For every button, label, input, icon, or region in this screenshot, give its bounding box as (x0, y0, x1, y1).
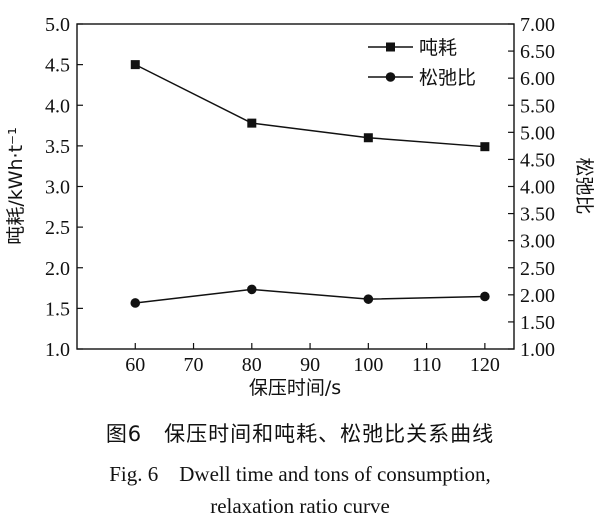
legend-label: 吨耗 (419, 37, 457, 59)
x-tick-label: 90 (300, 354, 320, 376)
left-y-tick-label: 2.0 (45, 258, 70, 280)
left-y-axis: 1.0 1.5 2.0 2.5 3.0 3.5 4.0 4.5 5.0 (45, 14, 83, 361)
series-line-1 (134, 63, 485, 148)
legend-square-marker (386, 42, 395, 52)
circle-data-point (480, 291, 490, 302)
figure-caption-english-line1: Fig. 6 Dwell time and tons of consumptio… (109, 462, 491, 486)
right-y-tick-label: 1.00 (520, 339, 555, 361)
circle-data-point (247, 284, 257, 295)
legend-circle-marker (385, 72, 396, 82)
right-y-tick-label: 6.00 (520, 68, 555, 90)
x-axis-title: 保压时间/s (249, 377, 341, 399)
left-y-tick-label: 3.5 (45, 136, 70, 158)
left-y-tick-label: 3.0 (45, 177, 70, 199)
left-y-tick-label: 2.5 (45, 217, 70, 239)
square-data-point (130, 60, 140, 70)
right-y-tick-label: 3.00 (520, 231, 555, 253)
x-tick-label: 70 (184, 354, 204, 376)
right-y-tick-label: 3.50 (520, 204, 555, 226)
right-y-tick-label: 6.50 (520, 41, 555, 63)
x-tick-label: 100 (353, 354, 383, 376)
left-y-tick-label: 4.0 (45, 95, 70, 117)
series-layer (130, 60, 490, 308)
square-data-point (363, 133, 373, 143)
right-y-tick-label: 1.50 (520, 312, 555, 334)
square-data-point (480, 142, 490, 152)
x-tick-label: 110 (412, 354, 441, 376)
right-y-tick-label: 5.00 (520, 122, 555, 144)
right-y-tick-label: 5.50 (520, 95, 555, 117)
figure-caption-english-line2: relaxation ratio curve (210, 494, 390, 518)
right-y-tick-label: 2.00 (520, 285, 555, 307)
x-tick-label: 120 (470, 354, 500, 376)
dual-axis-line-chart: 60 70 80 90 100 110 120 1.0 1.5 2.0 2.5 3.0 3.5 4.0 4… (5, 14, 595, 399)
circle-data-point (130, 298, 141, 308)
left-y-tick-label: 5.0 (45, 14, 70, 36)
x-tick-label: 60 (125, 354, 145, 376)
right-y-tick-label: 4.00 (520, 177, 555, 199)
right-y-axis-title: 松弛比 (573, 157, 595, 214)
square-data-point (247, 118, 257, 128)
x-tick-label: 80 (242, 354, 262, 376)
left-y-tick-label: 4.5 (45, 55, 70, 77)
legend-label: 松弛比 (419, 67, 476, 89)
left-y-axis-title: 吨耗/kWh·t⁻¹ (5, 127, 27, 244)
right-y-tick-label: 7.00 (520, 14, 555, 36)
right-y-tick-label: 4.50 (520, 149, 555, 171)
figure-caption-chinese: 图6 保压时间和吨耗、松弛比关系曲线 (105, 422, 495, 446)
left-y-tick-label: 1.5 (45, 298, 70, 320)
right-y-tick-label: 2.50 (520, 258, 555, 280)
series-line-2 (135, 288, 485, 304)
right-y-axis: 1.00 1.50 2.00 2.50 3.00 3.50 4.00 4.50 5.00 5.50… (508, 14, 555, 361)
circle-data-point (363, 294, 374, 304)
left-y-tick-label: 1.0 (45, 339, 70, 361)
x-axis: 60 70 80 90 100 110 120 (125, 343, 500, 376)
